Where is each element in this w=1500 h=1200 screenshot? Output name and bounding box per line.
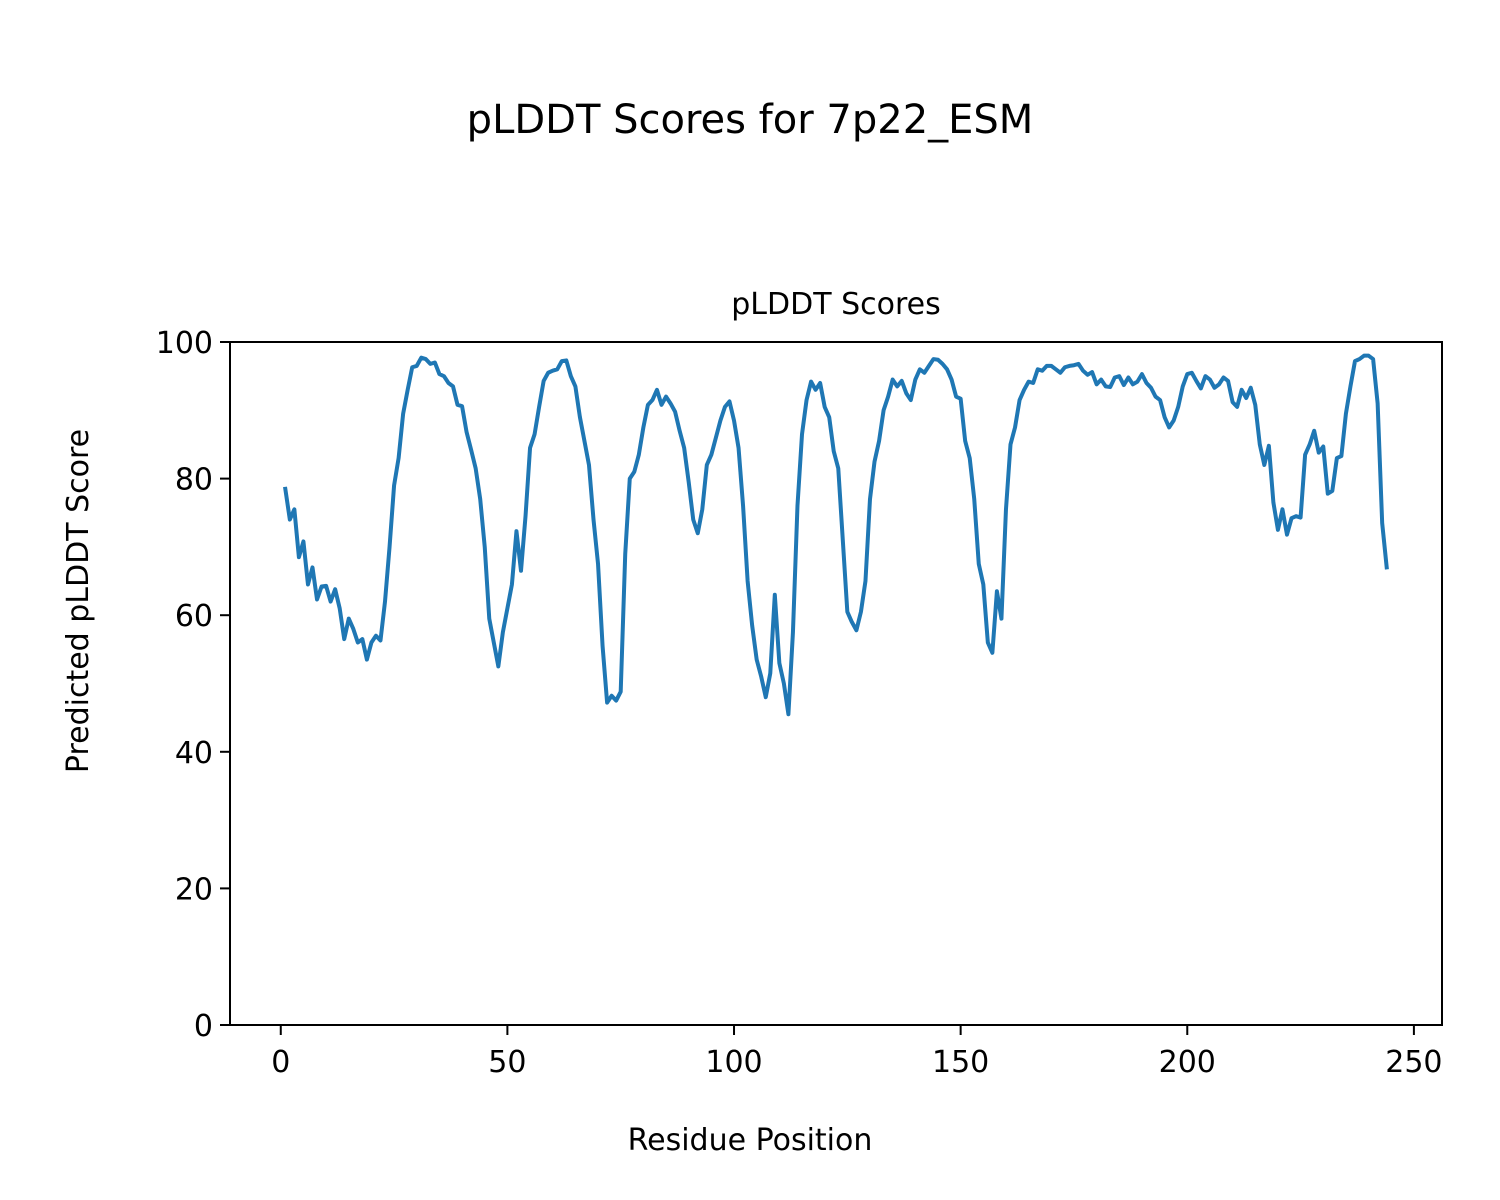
x-axis: 0 50 100 150 200 250 xyxy=(271,1025,1443,1080)
y-tick-label: 80 xyxy=(175,463,213,498)
y-axis: 0 20 40 60 80 100 xyxy=(156,326,230,1044)
y-tick-label: 100 xyxy=(156,326,213,361)
series-line-0 xyxy=(283,353,1389,717)
y-tick-label: 60 xyxy=(175,599,213,634)
y-tick-label: 0 xyxy=(194,1009,213,1044)
plot-area xyxy=(229,341,1443,1026)
x-tick-label: 100 xyxy=(705,1045,762,1080)
x-tick-label: 0 xyxy=(271,1045,290,1080)
axes-frame xyxy=(229,341,1443,1026)
x-tick-label: 50 xyxy=(488,1045,526,1080)
x-tick-label: 150 xyxy=(932,1045,989,1080)
y-tick-label: 40 xyxy=(175,736,213,771)
x-tick-label: 250 xyxy=(1385,1045,1442,1080)
x-axis-label: Residue Position xyxy=(628,1123,873,1158)
figure-title: pLDDT Scores for 7p22_ESM xyxy=(467,97,1034,143)
chart-title: pLDDT Scores xyxy=(731,287,940,322)
y-tick-label: 20 xyxy=(175,872,213,907)
data-layer xyxy=(283,353,1389,717)
y-axis-label: Predicted pLDDT Score xyxy=(61,429,96,773)
x-tick-label: 200 xyxy=(1159,1045,1216,1080)
